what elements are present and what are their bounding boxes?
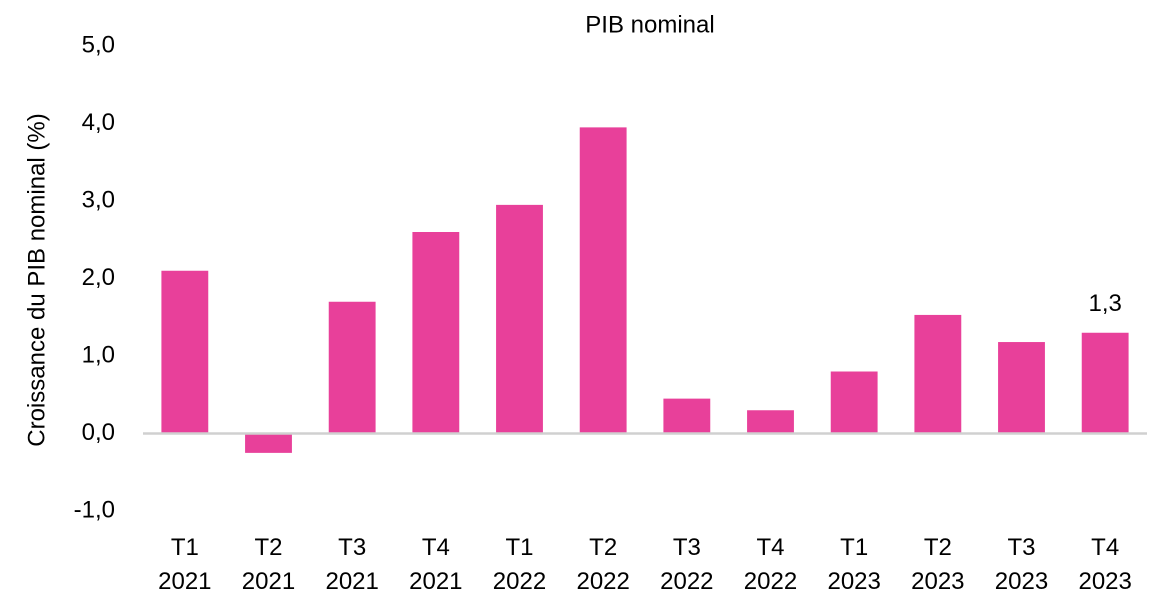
y-tick-label: 4,0 [82,109,115,136]
x-tick-label: T4 2021 [409,534,462,595]
bar [830,371,878,434]
bar [328,301,376,434]
data-label: 1,3 [1088,290,1121,317]
bar [914,314,962,434]
bar [747,410,794,434]
y-tick-label: 5,0 [82,31,115,58]
bar [412,232,460,434]
y-tick-label: 2,0 [82,264,115,291]
x-tick-label: T1 2023 [827,534,880,595]
x-tick-label: T3 2023 [995,534,1048,595]
x-tick-label: T4 2023 [1078,534,1131,595]
x-tick-label: T3 2022 [660,534,713,595]
bar [245,433,292,453]
x-tick-label: T1 2021 [158,534,211,595]
y-axis-label: Croissance du PIB nominal (%) [23,113,50,446]
y-tick-label: -1,0 [74,496,115,523]
x-tick-label: T3 2021 [325,534,378,595]
chart-title: PIB nominal [585,11,714,38]
x-tick-label: T1 2022 [493,534,546,595]
bar [496,204,543,434]
x-tick-label: T4 2022 [744,534,797,595]
x-tick-label: T2 2022 [576,534,629,595]
bar [161,270,209,434]
y-tick-label: 3,0 [82,186,115,213]
y-tick-label: 0,0 [82,419,115,446]
x-tick-label: T2 2021 [242,534,295,595]
bar [579,127,627,434]
x-tick-label: T2 2023 [911,534,964,595]
y-tick-label: 1,0 [82,341,115,368]
bar [663,398,711,434]
bar [1081,332,1129,434]
bar [998,342,1045,434]
